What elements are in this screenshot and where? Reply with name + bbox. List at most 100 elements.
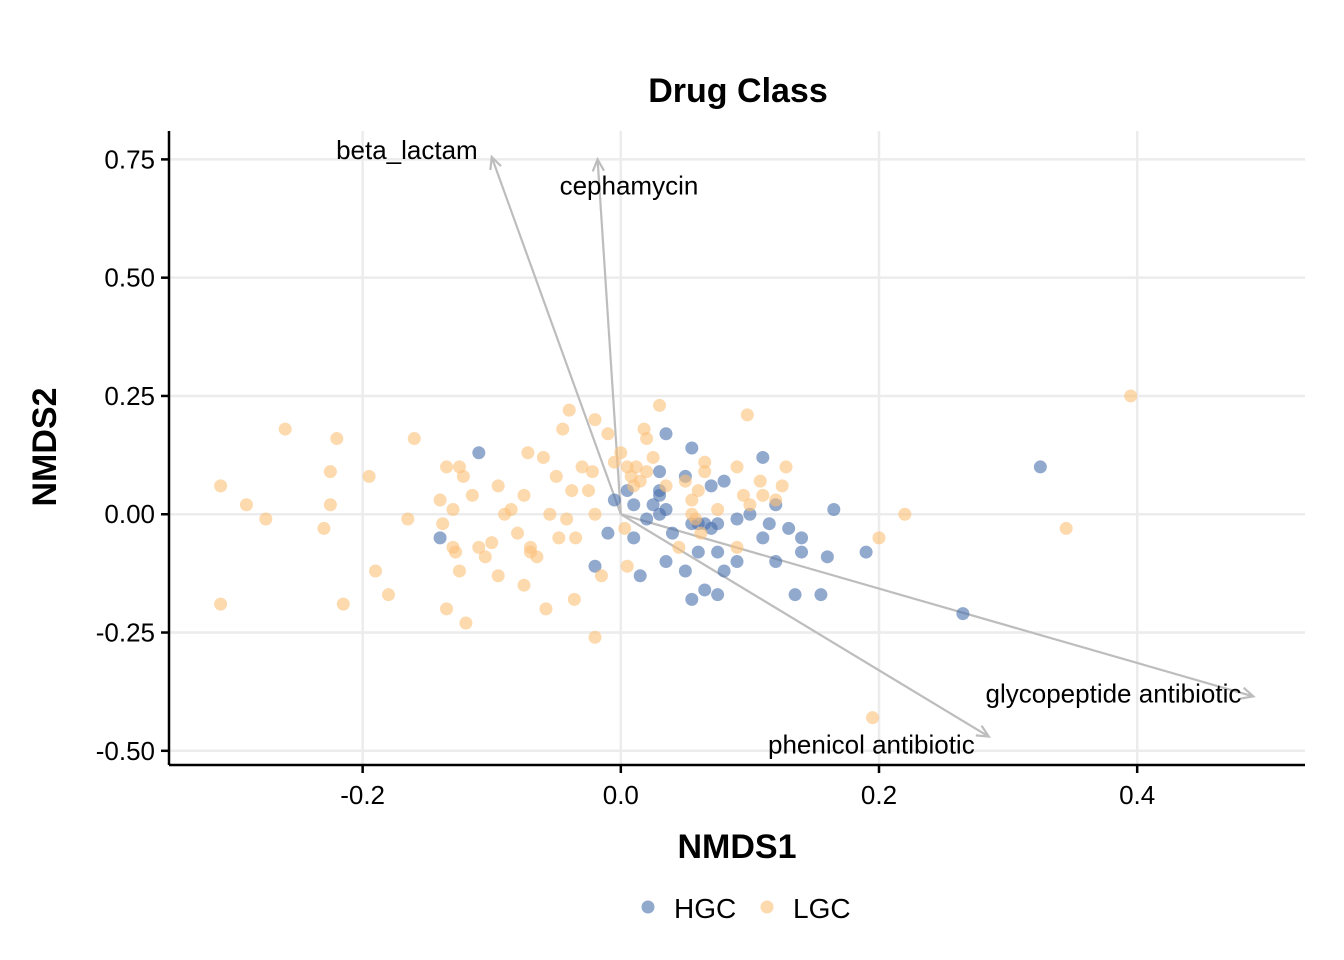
scatter-point-lgc (362, 469, 376, 483)
scatter-point-lgc (278, 422, 292, 436)
x-tick-label: -0.2 (340, 780, 385, 810)
scatter-point-lgc (620, 559, 634, 573)
scatter-point-lgc (511, 526, 525, 540)
scatter-point-lgc (659, 479, 673, 493)
scatter-point-lgc (214, 597, 228, 611)
y-tick-label: 0.00 (104, 499, 155, 529)
x-tick-label: 0.4 (1119, 780, 1155, 810)
scatter-point-lgc (369, 564, 383, 578)
scatter-point-lgc (689, 512, 703, 526)
scatter-point-lgc (259, 512, 273, 526)
y-axis-title: NMDS2 (26, 387, 64, 506)
scatter-point-lgc (582, 484, 596, 498)
scatter-point-hgc (717, 474, 731, 488)
scatter-point-hgc (756, 531, 770, 545)
scatter-point-hgc (956, 607, 970, 621)
scatter-point-hgc (814, 588, 828, 602)
vector-label: phenicol antibiotic (768, 730, 975, 760)
scatter-point-lgc (530, 550, 544, 564)
x-tick-label: 0.0 (603, 780, 639, 810)
scatter-point-lgc (866, 711, 880, 725)
scatter-point-lgc (730, 460, 744, 474)
scatter-point-hgc (633, 569, 647, 583)
scatter-point-hgc (653, 465, 667, 479)
scatter-point-lgc (685, 493, 699, 507)
scatter-point-hgc (627, 531, 641, 545)
scatter-point-lgc (569, 531, 583, 545)
scatter-point-lgc (588, 507, 602, 521)
vector-arrowhead (1240, 686, 1256, 700)
scatter-point-lgc (736, 488, 750, 502)
vector-arrowhead (591, 156, 605, 172)
scatter-point-lgc (640, 432, 654, 446)
scatter-point-lgc (646, 450, 660, 464)
scatter-point-hgc (795, 545, 809, 559)
scatter-point-hgc (607, 493, 621, 507)
scatter-point-lgc (607, 455, 621, 469)
scatter-point-hgc (659, 555, 673, 569)
scatter-point-lgc (775, 479, 789, 493)
scatter-point-lgc (521, 446, 535, 460)
scatter-point-lgc (433, 493, 447, 507)
legend-label-hgc: HGC (674, 893, 736, 924)
scatter-point-lgc (575, 460, 589, 474)
legend: HGC LGC (641, 893, 851, 924)
scatter-point-hgc (1033, 460, 1047, 474)
scatter-point-hgc (685, 441, 699, 455)
vector-arrowhead (975, 725, 991, 738)
scatter-point-hgc (788, 588, 802, 602)
scatter-point-hgc (827, 503, 841, 517)
vector-label: glycopeptide antibiotic (986, 678, 1242, 708)
scatter-point-lgc (560, 512, 574, 526)
scatter-point-lgc (588, 630, 602, 644)
scatter-point-lgc (465, 488, 479, 502)
scatter-point-lgc (440, 602, 454, 616)
scatter-point-hgc (762, 517, 776, 531)
scatter-point-lgc (743, 498, 757, 512)
scatter-point-hgc (627, 498, 641, 512)
scatter-point-hgc (756, 450, 770, 464)
scatter-point-lgc (485, 536, 499, 550)
scatter-point-lgc (769, 493, 783, 507)
scatter-point-hgc (659, 427, 673, 441)
scatter-point-lgc (740, 408, 754, 422)
y-tick-label: 0.50 (104, 263, 155, 293)
chart-title: Drug Class (648, 72, 828, 110)
scatter-point-lgc (872, 531, 886, 545)
x-tick-label: 0.2 (861, 780, 897, 810)
y-tick-label: 0.75 (104, 144, 155, 174)
scatter-points (214, 389, 1138, 725)
vector-arrows (489, 154, 1256, 738)
vector-arrowhead (489, 154, 502, 171)
scatter-point-lgc (588, 413, 602, 427)
scatter-point-lgc (491, 569, 505, 583)
scatter-point-lgc (517, 578, 531, 592)
scatter-point-lgc (381, 588, 395, 602)
scatter-point-lgc (653, 398, 667, 412)
scatter-point-lgc (618, 521, 632, 535)
scatter-point-lgc (711, 503, 725, 517)
vector-arrow (620, 513, 1254, 698)
scatter-point-lgc (549, 469, 563, 483)
scatter-point-lgc (330, 432, 344, 446)
scatter-point-hgc (691, 545, 705, 559)
vector-labels: beta_lactam cephamycin glycopeptide antibi… (336, 135, 1241, 760)
vector-arrow (490, 156, 622, 515)
scatter-point-hgc (685, 592, 699, 606)
scatter-point-hgc (730, 555, 744, 569)
scatter-point-lgc (504, 503, 518, 517)
scatter-point-lgc (323, 498, 337, 512)
scatter-point-hgc (433, 531, 447, 545)
scatter-point-hgc (698, 583, 712, 597)
scatter-point-hgc (711, 588, 725, 602)
scatter-point-lgc (449, 545, 463, 559)
scatter-point-lgc (323, 465, 337, 479)
scatter-point-lgc (543, 507, 557, 521)
scatter-point-hgc (472, 446, 486, 460)
y-tick-label: -0.50 (96, 736, 155, 766)
scatter-point-hgc (704, 479, 718, 493)
scatter-point-lgc (678, 474, 692, 488)
scatter-point-hgc (769, 555, 783, 569)
scatter-point-lgc (694, 526, 708, 540)
